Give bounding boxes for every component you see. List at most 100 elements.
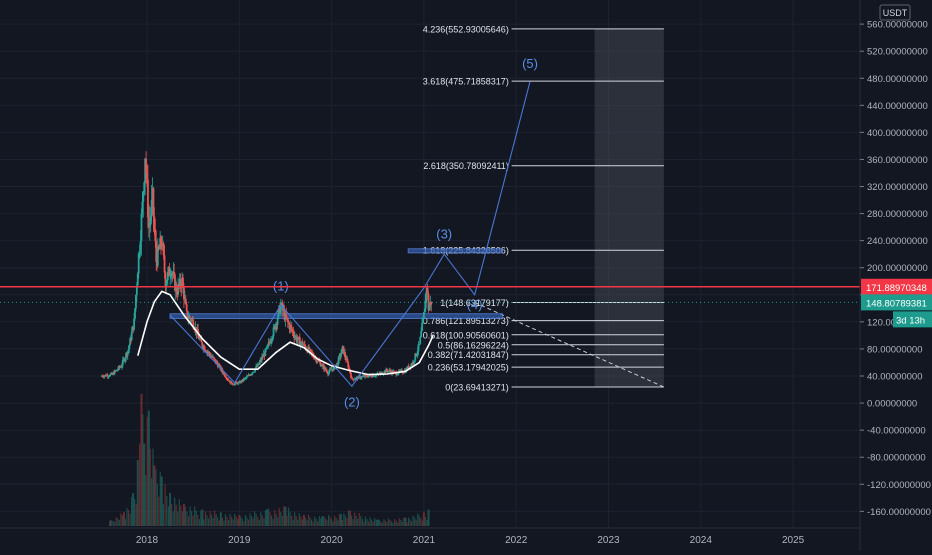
volume-bar bbox=[412, 515, 414, 526]
fib-level-label-7: 0.5(86.16296224) bbox=[438, 340, 509, 350]
volume-bar bbox=[304, 517, 307, 526]
candle-body bbox=[257, 364, 260, 365]
candle-body bbox=[304, 346, 307, 350]
candle-body bbox=[231, 382, 234, 385]
volume-bar bbox=[395, 520, 397, 526]
volume-bar bbox=[117, 518, 119, 526]
support-zone-0 bbox=[169, 313, 503, 319]
x-axis[interactable]: 2018 2019 2020 2021 2022 2023 2024 2025 bbox=[0, 527, 860, 546]
candle-body bbox=[265, 348, 268, 350]
volume-bar bbox=[252, 518, 254, 526]
candle-body bbox=[258, 362, 261, 365]
volume-bar bbox=[135, 504, 137, 526]
candle-body bbox=[275, 323, 277, 330]
volume-bar bbox=[360, 516, 362, 526]
volume-bar bbox=[384, 520, 387, 526]
candle-body bbox=[327, 372, 330, 375]
candle-body bbox=[372, 375, 375, 377]
candle-body bbox=[243, 378, 246, 381]
volume-bar bbox=[370, 519, 373, 526]
currency-badge-box[interactable] bbox=[879, 4, 911, 21]
candle-body bbox=[286, 318, 289, 323]
candle-body bbox=[261, 356, 263, 361]
candle-body bbox=[163, 255, 166, 273]
candle-body bbox=[429, 301, 432, 307]
candle-body bbox=[147, 179, 149, 218]
volume-bar bbox=[414, 517, 416, 526]
volume-bar bbox=[211, 514, 213, 526]
candle-body bbox=[129, 338, 132, 346]
volume-bar bbox=[378, 519, 380, 526]
candle-body bbox=[282, 310, 285, 312]
volume-bar bbox=[363, 521, 365, 526]
fib-level-label-1: 3.618(475.71858317) bbox=[423, 77, 509, 87]
volume-bar bbox=[181, 511, 183, 526]
candle-body bbox=[422, 317, 424, 324]
candle-body bbox=[137, 253, 140, 274]
y-tick-label-8: 240.00000000 bbox=[867, 236, 928, 247]
candle-body bbox=[266, 344, 269, 347]
fibonacci-extension[interactable]: 4.236(552.93005646) 3.618(475.71858317) 2.… bbox=[423, 24, 665, 393]
volume-bar bbox=[246, 517, 248, 526]
volume-bar bbox=[189, 506, 191, 526]
volume-bar bbox=[115, 517, 117, 526]
candle-body bbox=[326, 370, 329, 374]
support-zones[interactable] bbox=[169, 248, 503, 319]
fib-level-label-8: 0.382(71.42031847) bbox=[428, 350, 509, 360]
candle-body bbox=[174, 274, 176, 291]
volume-bar bbox=[329, 517, 331, 526]
wave-label-4: (4) bbox=[467, 297, 483, 312]
volume-bar bbox=[281, 515, 283, 526]
fib-level-label-5: 0.786(121.89513273) bbox=[423, 316, 509, 326]
volume-bar bbox=[146, 417, 148, 526]
candle-body bbox=[381, 372, 383, 375]
volume-bar bbox=[312, 521, 314, 526]
elliott-wave[interactable]: (1)(2)(3)(4)(5) bbox=[169, 56, 538, 409]
candle-body bbox=[417, 344, 420, 352]
volume-bar bbox=[198, 519, 200, 526]
candle-body bbox=[197, 328, 199, 335]
candle-body bbox=[140, 213, 143, 242]
candle-body bbox=[413, 360, 416, 363]
candle-body bbox=[143, 182, 146, 193]
volume-bar bbox=[372, 521, 374, 526]
volume-bar bbox=[352, 519, 354, 526]
candle-body bbox=[415, 354, 418, 356]
candle-body bbox=[310, 350, 313, 353]
candle-body bbox=[410, 364, 413, 368]
candle-body bbox=[149, 215, 152, 222]
y-tick-label-9: 200.00000000 bbox=[867, 263, 928, 274]
candle-body bbox=[298, 337, 301, 346]
volume-bar-8 bbox=[160, 476, 163, 526]
volume-bar bbox=[249, 513, 251, 526]
volume-bars bbox=[109, 394, 430, 526]
volume-bar bbox=[234, 513, 236, 526]
volume-bar-3 bbox=[136, 460, 139, 526]
candle-body bbox=[424, 293, 427, 309]
candle-body bbox=[185, 304, 188, 311]
candle-body bbox=[153, 216, 156, 230]
volume-bar bbox=[142, 414, 144, 526]
volume-bar bbox=[162, 504, 165, 526]
candle-body bbox=[256, 364, 259, 367]
volume-bar bbox=[298, 513, 300, 526]
volume-bar bbox=[317, 521, 319, 526]
candle-body bbox=[365, 375, 368, 377]
candle-body bbox=[354, 379, 357, 380]
candle-body bbox=[270, 340, 272, 343]
volume-bar bbox=[112, 520, 114, 526]
volume-bar bbox=[311, 519, 313, 526]
candle-body bbox=[375, 374, 377, 377]
volume-bar bbox=[186, 511, 188, 526]
y-tick-label-6: 320.00000000 bbox=[867, 182, 928, 193]
candle-body bbox=[181, 277, 183, 289]
volume-bar bbox=[286, 515, 288, 526]
candle-body bbox=[271, 339, 273, 341]
candle-body bbox=[289, 325, 292, 330]
candle-body bbox=[396, 373, 399, 375]
volume-bar bbox=[271, 515, 273, 526]
candle-body bbox=[252, 371, 255, 373]
volume-bar bbox=[244, 515, 247, 526]
